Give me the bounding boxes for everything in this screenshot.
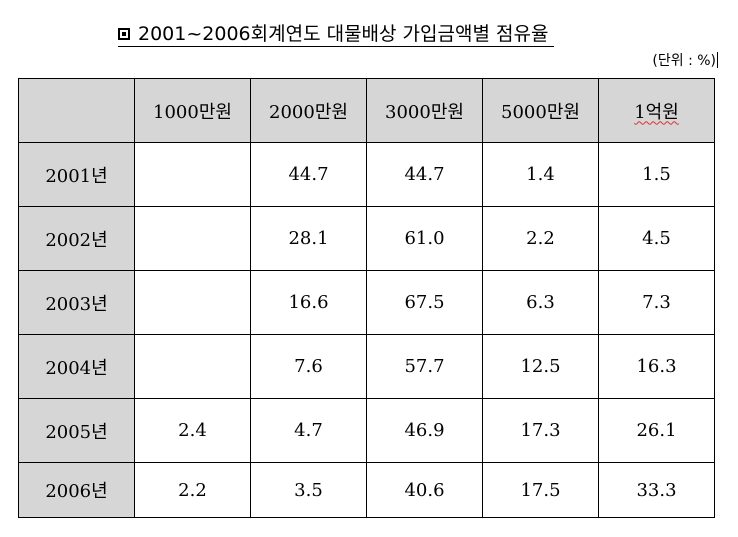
row-header: 2001년 bbox=[18, 142, 135, 207]
table-cell: 3.5 bbox=[250, 462, 367, 518]
table-row: 2006년 2.2 3.5 40.6 17.5 33.3 bbox=[18, 462, 715, 518]
table-cell: 4.5 bbox=[598, 206, 715, 271]
table-cell bbox=[134, 334, 251, 399]
table-cell: 67.5 bbox=[366, 270, 483, 335]
table-cell: 2.2 bbox=[482, 206, 599, 271]
table-cell: 40.6 bbox=[366, 462, 483, 518]
table-cell: 33.3 bbox=[598, 462, 715, 518]
column-header-30m: 3000만원 bbox=[366, 78, 483, 143]
header-row: 1000만원 2000만원 3000만원 5000만원 1억원 bbox=[18, 78, 715, 143]
table-cell: 16.6 bbox=[250, 270, 367, 335]
table-cell: 61.0 bbox=[366, 206, 483, 271]
table-cell: 1.5 bbox=[598, 142, 715, 207]
table-row: 2005년 2.4 4.7 46.9 17.3 26.1 bbox=[18, 398, 715, 463]
table-row: 2004년 7.6 57.7 12.5 16.3 bbox=[18, 334, 715, 399]
table-cell: 1.4 bbox=[482, 142, 599, 207]
table-cell: 26.1 bbox=[598, 398, 715, 463]
table-cell: 57.7 bbox=[366, 334, 483, 399]
square-bullet-icon bbox=[118, 28, 130, 40]
row-header: 2003년 bbox=[18, 270, 135, 335]
table-cell: 2.2 bbox=[134, 462, 251, 518]
column-header-100m: 1억원 bbox=[598, 78, 715, 143]
row-header: 2002년 bbox=[18, 206, 135, 271]
column-header-100m-text: 1억원 bbox=[634, 101, 679, 123]
table-cell: 6.3 bbox=[482, 270, 599, 335]
table-row: 2001년 44.7 44.7 1.4 1.5 bbox=[18, 142, 715, 207]
market-share-table: 1000만원 2000만원 3000만원 5000만원 1억원 2001년 44… bbox=[18, 78, 715, 518]
row-header: 2006년 bbox=[18, 462, 135, 518]
unit-note-text: (단위 : %) bbox=[652, 53, 716, 69]
table-cell: 17.3 bbox=[482, 398, 599, 463]
table-cell: 46.9 bbox=[366, 398, 483, 463]
table-cell: 16.3 bbox=[598, 334, 715, 399]
table-cell bbox=[134, 142, 251, 207]
table-cell: 44.7 bbox=[250, 142, 367, 207]
row-header: 2004년 bbox=[18, 334, 135, 399]
unit-note: (단위 : %) bbox=[652, 52, 718, 70]
row-header: 2005년 bbox=[18, 398, 135, 463]
table-cell bbox=[134, 270, 251, 335]
table-cell: 17.5 bbox=[482, 462, 599, 518]
document-title: 2001~2006회계연도 대물배상 가입금액별 점유율 bbox=[118, 22, 555, 47]
corner-cell bbox=[18, 78, 135, 143]
table-cell: 4.7 bbox=[250, 398, 367, 463]
table-cell: 44.7 bbox=[366, 142, 483, 207]
table-cell: 2.4 bbox=[134, 398, 251, 463]
column-header-10m: 1000만원 bbox=[134, 78, 251, 143]
table-cell: 12.5 bbox=[482, 334, 599, 399]
table-row: 2002년 28.1 61.0 2.2 4.5 bbox=[18, 206, 715, 271]
table-cell: 7.3 bbox=[598, 270, 715, 335]
document-title-text: 2001~2006회계연도 대물배상 가입금액별 점유율 bbox=[138, 23, 549, 45]
column-header-20m: 2000만원 bbox=[250, 78, 367, 143]
table-row: 2003년 16.6 67.5 6.3 7.3 bbox=[18, 270, 715, 335]
table-cell: 7.6 bbox=[250, 334, 367, 399]
column-header-50m: 5000만원 bbox=[482, 78, 599, 143]
text-cursor bbox=[717, 52, 718, 68]
table-cell: 28.1 bbox=[250, 206, 367, 271]
table-cell bbox=[134, 206, 251, 271]
